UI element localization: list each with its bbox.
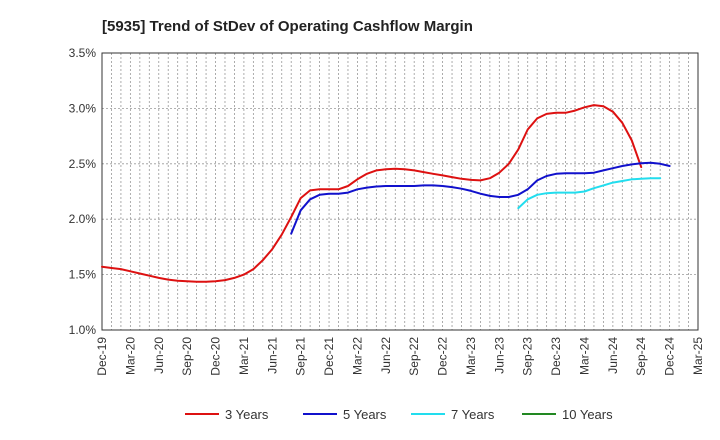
- y-tick-label: 2.5%: [69, 157, 97, 171]
- x-tick-label: Mar-23: [464, 337, 478, 375]
- x-tick-label: Sep-21: [294, 337, 308, 376]
- x-tick-label: Dec-20: [209, 337, 223, 376]
- series-line-5-years: [290, 161, 671, 235]
- legend-label-10-years: 10 Years: [562, 407, 613, 422]
- x-tick-label: Mar-24: [577, 337, 591, 375]
- legend-label-3-years: 3 Years: [225, 407, 269, 422]
- legend-label-5-years: 5 Years: [343, 407, 387, 422]
- x-tick-label: Sep-20: [180, 337, 194, 376]
- x-tick-label: Jun-23: [492, 337, 506, 374]
- x-tick-label: Mar-21: [237, 337, 251, 375]
- y-axis-ticks: 1.0% 1.5% 2.0% 2.5% 3.0% 3.5%: [69, 46, 97, 337]
- x-tick-label: Dec-19: [95, 337, 109, 376]
- chart-title: [5935] Trend of StDev of Operating Cashf…: [102, 18, 473, 35]
- y-tick-label: 2.0%: [69, 212, 97, 226]
- x-tick-label: Jun-21: [265, 337, 279, 374]
- x-tick-label: Jun-20: [152, 337, 166, 374]
- x-tick-label: Sep-24: [634, 337, 648, 376]
- series-line-7-years: [517, 177, 662, 210]
- x-tick-label: Jun-24: [606, 337, 620, 374]
- x-tick-label: Jun-22: [379, 337, 393, 374]
- y-tick-label: 3.5%: [69, 46, 97, 60]
- y-tick-label: 1.0%: [69, 323, 97, 337]
- x-tick-label: Dec-23: [549, 337, 563, 376]
- x-axis-ticks: Dec-19 Mar-20 Jun-20 Sep-20 Dec-20 Mar-21 Jun-…: [95, 337, 705, 376]
- legend: 3 Years 5 Years 7 Years 10 Years: [185, 407, 613, 422]
- x-tick-label: Mar-20: [123, 337, 137, 375]
- plot-border: [101, 52, 699, 331]
- y-tick-label: 1.5%: [69, 268, 97, 282]
- x-tick-label: Mar-22: [350, 337, 364, 375]
- plot-area: [102, 53, 698, 330]
- x-tick-label: Sep-23: [521, 337, 535, 376]
- x-tick-label: Dec-24: [663, 337, 677, 376]
- legend-label-7-years: 7 Years: [451, 407, 495, 422]
- x-tick-label: Sep-22: [407, 337, 421, 376]
- x-tick-label: Dec-22: [436, 337, 450, 376]
- x-tick-label: Dec-21: [322, 337, 336, 376]
- series-line-3-years: [101, 104, 643, 283]
- x-tick-label: Mar-25: [691, 337, 705, 375]
- series-lines: [101, 104, 671, 283]
- y-tick-label: 3.0%: [69, 101, 97, 115]
